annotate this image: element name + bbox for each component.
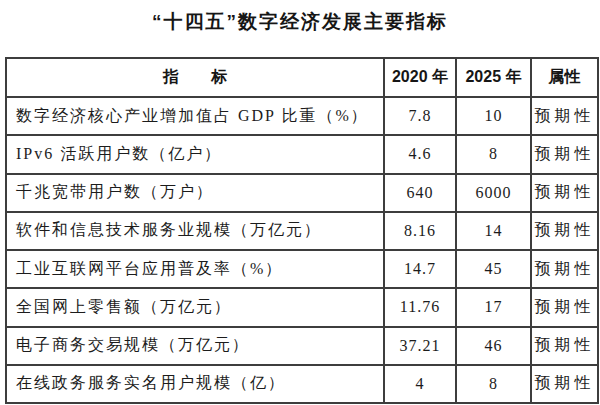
value-2020-cell: 8.16 — [384, 212, 456, 250]
value-2025-cell: 17 — [456, 288, 531, 326]
document-page: “十四五”数字经济发展主要指标 指 标 2020 年 2025 年 属性 数字经… — [0, 0, 600, 405]
header-2025: 2025 年 — [456, 58, 531, 97]
header-row: 指 标 2020 年 2025 年 属性 — [6, 58, 598, 97]
table-row: 工业互联网平台应用普及率（%） 14.7 45 预期性 — [6, 250, 598, 288]
value-2025-cell: 46 — [456, 327, 531, 365]
value-2025-cell: 14 — [456, 212, 531, 250]
header-attribute: 属性 — [531, 58, 598, 97]
value-2025-cell: 6000 — [456, 174, 531, 212]
value-2025-cell: 45 — [456, 250, 531, 288]
value-2025-cell: 10 — [456, 97, 531, 135]
value-2020-cell: 7.8 — [384, 97, 456, 135]
attribute-cell: 预期性 — [531, 212, 598, 250]
value-2025-cell: 8 — [456, 135, 531, 173]
indicator-cell: 千兆宽带用户数（万户） — [6, 174, 384, 212]
indicator-cell: 软件和信息技术服务业规模（万亿元） — [6, 212, 384, 250]
indicator-cell: IPv6 活跃用户数（亿户） — [6, 135, 384, 173]
attribute-cell: 预期性 — [531, 365, 598, 403]
indicator-cell: 全国网上零售额（万亿元） — [6, 288, 384, 326]
attribute-cell: 预期性 — [531, 135, 598, 173]
value-2020-cell: 4.6 — [384, 135, 456, 173]
table-row: 数字经济核心产业增加值占 GDP 比重（%） 7.8 10 预期性 — [6, 97, 598, 135]
indicator-cell: 工业互联网平台应用普及率（%） — [6, 250, 384, 288]
indicator-table: 指 标 2020 年 2025 年 属性 数字经济核心产业增加值占 GDP 比重… — [5, 57, 599, 404]
indicator-cell: 电子商务交易规模（万亿元） — [6, 327, 384, 365]
value-2020-cell: 11.76 — [384, 288, 456, 326]
header-2020: 2020 年 — [384, 58, 456, 97]
indicator-cell: 数字经济核心产业增加值占 GDP 比重（%） — [6, 97, 384, 135]
header-indicator: 指 标 — [6, 58, 384, 97]
value-2025-cell: 8 — [456, 365, 531, 403]
value-2020-cell: 37.21 — [384, 327, 456, 365]
table-row: 千兆宽带用户数（万户） 640 6000 预期性 — [6, 174, 598, 212]
attribute-cell: 预期性 — [531, 327, 598, 365]
attribute-cell: 预期性 — [531, 174, 598, 212]
table-body: 数字经济核心产业增加值占 GDP 比重（%） 7.8 10 预期性 IPv6 活… — [6, 97, 598, 403]
value-2020-cell: 4 — [384, 365, 456, 403]
table-row: 软件和信息技术服务业规模（万亿元） 8.16 14 预期性 — [6, 212, 598, 250]
table-row: 全国网上零售额（万亿元） 11.76 17 预期性 — [6, 288, 598, 326]
attribute-cell: 预期性 — [531, 288, 598, 326]
value-2020-cell: 640 — [384, 174, 456, 212]
value-2020-cell: 14.7 — [384, 250, 456, 288]
table-header: 指 标 2020 年 2025 年 属性 — [6, 58, 598, 97]
attribute-cell: 预期性 — [531, 97, 598, 135]
page-title: “十四五”数字经济发展主要指标 — [0, 9, 600, 35]
table-row: 电子商务交易规模（万亿元） 37.21 46 预期性 — [6, 327, 598, 365]
indicator-cell: 在线政务服务实名用户规模（亿） — [6, 365, 384, 403]
table-row: IPv6 活跃用户数（亿户） 4.6 8 预期性 — [6, 135, 598, 173]
attribute-cell: 预期性 — [531, 250, 598, 288]
table-row: 在线政务服务实名用户规模（亿） 4 8 预期性 — [6, 365, 598, 403]
